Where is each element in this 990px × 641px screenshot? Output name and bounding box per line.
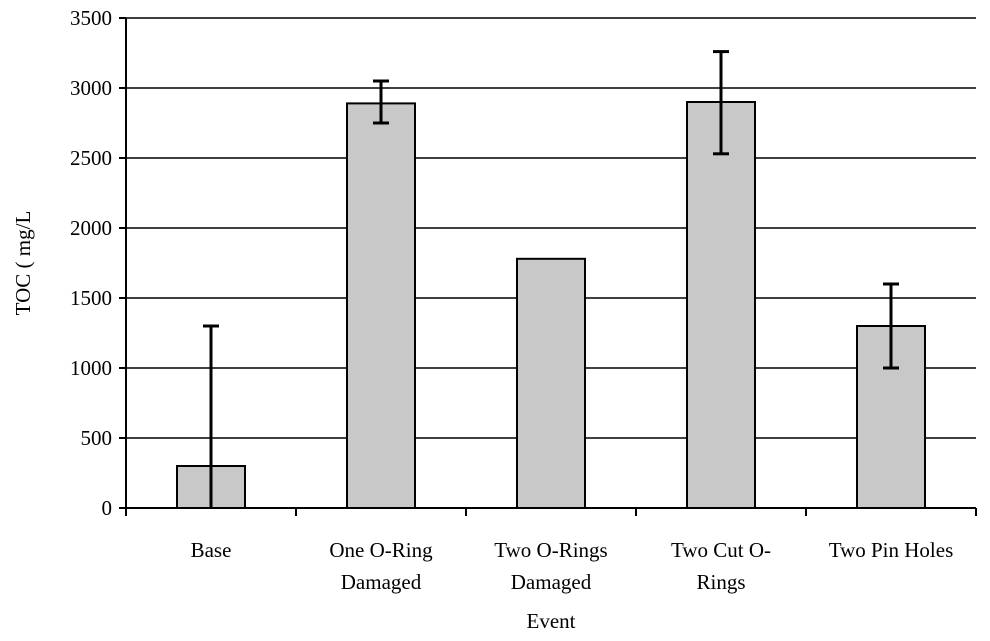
x-axis-title: Event [527, 609, 576, 633]
bars [176, 101, 926, 510]
bar [686, 101, 756, 509]
y-tick-label: 500 [81, 426, 113, 450]
category-label: Two Pin Holes [829, 538, 954, 562]
category-label: Damaged [511, 570, 592, 594]
y-tick-label: 0 [102, 496, 113, 520]
y-tick-label: 2500 [70, 146, 112, 170]
y-tick-label: 3000 [70, 76, 112, 100]
bar [346, 102, 416, 510]
y-axis-title: TOC ( mg/L [11, 211, 35, 316]
category-label: One O-Ring [329, 538, 433, 562]
y-tick-label: 2000 [70, 216, 112, 240]
x-tick-marks [125, 508, 977, 516]
category-label: Damaged [341, 570, 422, 594]
category-label: Rings [696, 570, 745, 594]
category-label: Two Cut O- [671, 538, 771, 562]
category-label: Base [191, 538, 232, 562]
y-tick-label: 1500 [70, 286, 112, 310]
category-labels: Base One O-Ring Damaged Two O-Rings Damaged T… [191, 538, 954, 594]
y-tick-label: 1000 [70, 356, 112, 380]
axes [125, 18, 976, 509]
y-tick-labels: 0 500 1000 1500 2000 2500 3000 3500 [70, 6, 126, 520]
category-label: Two O-Rings [494, 538, 607, 562]
y-tick-label: 3500 [70, 6, 112, 30]
error-bars [203, 50, 899, 508]
bar [516, 257, 586, 509]
